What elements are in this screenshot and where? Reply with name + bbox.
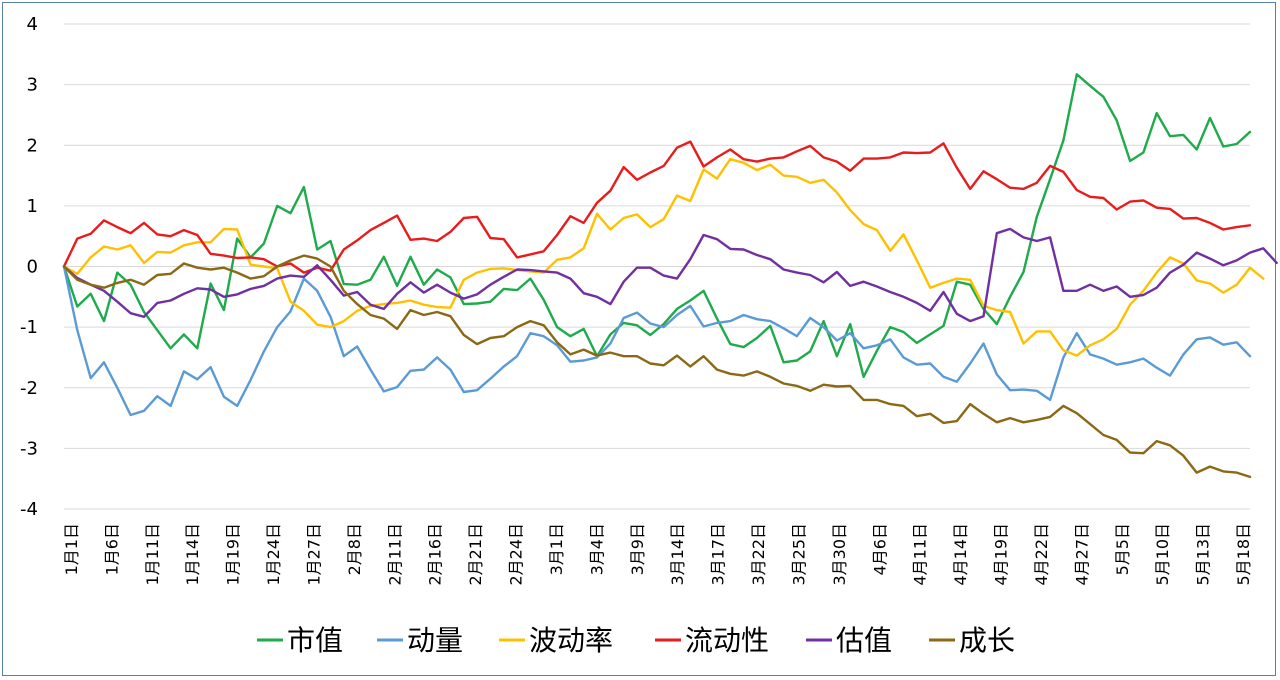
y-tick-label: 1: [27, 196, 38, 217]
legend-label: 流动性: [685, 624, 769, 657]
legend-item: 动量: [377, 624, 463, 657]
x-tick-label: 4月22日: [1032, 523, 1051, 586]
legend-item: 成长: [929, 624, 1015, 657]
legend-item: 市值: [257, 624, 343, 657]
series-line-0: [62, 73, 1252, 378]
x-tick-label: 1月6日: [102, 523, 121, 575]
legend-label: 成长: [959, 624, 1015, 657]
x-tick-label: 1月14日: [183, 523, 202, 586]
series-line-2: [62, 157, 1265, 357]
x-tick-label: 4月11日: [911, 523, 930, 586]
legend-item: 波动率: [499, 624, 613, 657]
x-tick-label: 5月5日: [1113, 523, 1132, 575]
x-tick-label: 2月11日: [385, 523, 404, 586]
x-tick-label: 1月1日: [62, 523, 81, 575]
x-tick-label: 5月18日: [1234, 523, 1253, 586]
y-tick-label: 0: [27, 257, 38, 278]
legend-label: 波动率: [529, 624, 613, 657]
x-tick-label: 3月9日: [628, 523, 647, 575]
x-tick-label: 1月11日: [143, 523, 162, 586]
series-line-5: [62, 254, 1252, 479]
x-tick-label: 2月21日: [466, 523, 485, 586]
x-tick-label: 3月22日: [749, 523, 768, 586]
x-tick-label: 4月27日: [1072, 523, 1091, 586]
x-tick-label: 3月1日: [547, 523, 566, 575]
series-line-3: [62, 140, 1252, 274]
y-tick-label: 2: [27, 135, 38, 156]
series-lines: [62, 73, 1278, 479]
series-line-4: [62, 227, 1278, 323]
series-line-1: [62, 265, 1252, 417]
x-tick-label: 5月13日: [1194, 523, 1213, 586]
x-tick-label: 2月16日: [426, 523, 445, 586]
y-tick-label: -3: [20, 438, 38, 459]
x-tick-label: 3月25日: [789, 523, 808, 586]
x-tick-label: 2月24日: [507, 523, 526, 586]
x-tick-label: 4月14日: [951, 523, 970, 586]
x-axis-ticks: 1月1日 1月6日 1月11日 1月14日 1月19日 1月24日 1月27日 2月8日 2月1…: [62, 523, 1253, 586]
x-tick-label: 3月4日: [587, 523, 606, 575]
y-tick-label: -4: [20, 499, 38, 520]
legend-item: 估值: [806, 624, 892, 657]
x-tick-label: 4月6日: [870, 523, 889, 575]
legend-label: 估值: [836, 624, 892, 657]
gridlines: [64, 23, 1250, 510]
x-tick-label: 3月30日: [830, 523, 849, 586]
y-tick-label: -2: [20, 378, 38, 399]
x-tick-label: 3月17日: [709, 523, 728, 586]
x-tick-label: 4月19日: [992, 523, 1011, 586]
x-tick-label: 1月24日: [264, 523, 283, 586]
y-tick-label: 4: [27, 14, 38, 35]
legend-label: 市值: [287, 624, 343, 657]
x-tick-label: 3月14日: [668, 523, 687, 586]
x-tick-label: 2月8日: [345, 523, 364, 575]
y-axis-ticks: 4 3 2 1 0 -1 -2 -3 -4: [20, 14, 38, 520]
legend: 市值 动量 波动率 流动性 估值 成长: [257, 624, 1015, 657]
x-tick-label: 1月19日: [224, 523, 243, 586]
x-tick-label: 5月10日: [1153, 523, 1172, 586]
legend-item: 流动性: [655, 624, 769, 657]
x-tick-label: 1月27日: [304, 523, 323, 586]
y-tick-label: -1: [20, 317, 38, 338]
legend-label: 动量: [407, 624, 463, 657]
y-tick-label: 3: [27, 75, 38, 96]
